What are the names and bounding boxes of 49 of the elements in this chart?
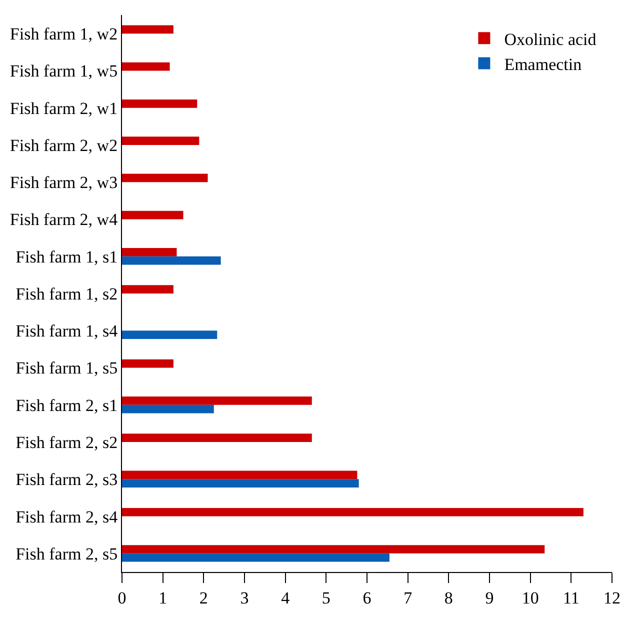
bar	[122, 136, 200, 145]
y-tick-label: Fish farm 2, s5	[16, 544, 118, 564]
bar	[122, 404, 214, 414]
x-tick-label: 10	[522, 588, 539, 608]
y-tick-label: Fish farm 2, w3	[10, 173, 118, 192]
bar	[122, 62, 170, 71]
bar	[122, 479, 359, 488]
x-tick-label: 4	[281, 588, 290, 608]
x-tick-label: 6	[362, 588, 372, 608]
y-tick-label: Fish farm 2, s4	[16, 507, 118, 526]
bar	[122, 470, 358, 480]
bar	[122, 359, 174, 368]
x-tick-label: 0	[118, 588, 126, 608]
bar	[122, 396, 312, 405]
y-tick-label: Fish farm 1, s1	[16, 247, 118, 266]
y-tick-label: Fish farm 2, s1	[16, 396, 118, 415]
y-tick-label: Fish farm 1, s4	[16, 322, 118, 341]
x-tick-label: 11	[562, 588, 580, 608]
bar	[122, 285, 174, 294]
y-tick-label: Fish farm 1, w5	[10, 62, 118, 81]
bar	[122, 99, 198, 108]
bar	[122, 508, 584, 516]
bar	[122, 25, 174, 34]
y-tick-label: Fish farm 2, w4	[10, 210, 118, 230]
y-tick-label: Fish farm 1, s5	[16, 358, 118, 378]
bar	[122, 248, 177, 256]
x-tick-label: 2	[199, 588, 208, 608]
bar	[122, 553, 390, 562]
y-tick-label: Fish farm 2, s2	[16, 432, 118, 452]
legend-label: Emamectin	[504, 54, 582, 74]
bar	[122, 210, 184, 220]
y-tick-label: Fish farm 2, w2	[10, 136, 118, 155]
y-tick-label: Fish farm 1, s2	[16, 284, 118, 304]
x-tick-label: 12	[604, 588, 620, 608]
y-tick-label: Fish farm 2, s3	[16, 470, 118, 490]
bar	[122, 434, 312, 442]
bar	[122, 545, 545, 554]
x-tick-label: 9	[485, 588, 494, 608]
x-tick-label: 7	[404, 588, 413, 608]
legend-label: Oxolinic acid	[504, 30, 597, 49]
x-tick-label: 3	[240, 588, 249, 608]
y-tick-label: Fish farm 2, w1	[10, 98, 118, 118]
x-tick-label: 5	[322, 588, 330, 608]
bar	[122, 174, 208, 182]
x-tick-label: 8	[444, 588, 453, 608]
y-tick-label: Fish farm 1, w2	[10, 24, 118, 44]
bar	[122, 330, 218, 339]
x-tick-label: 1	[158, 588, 168, 608]
bar	[122, 256, 221, 265]
